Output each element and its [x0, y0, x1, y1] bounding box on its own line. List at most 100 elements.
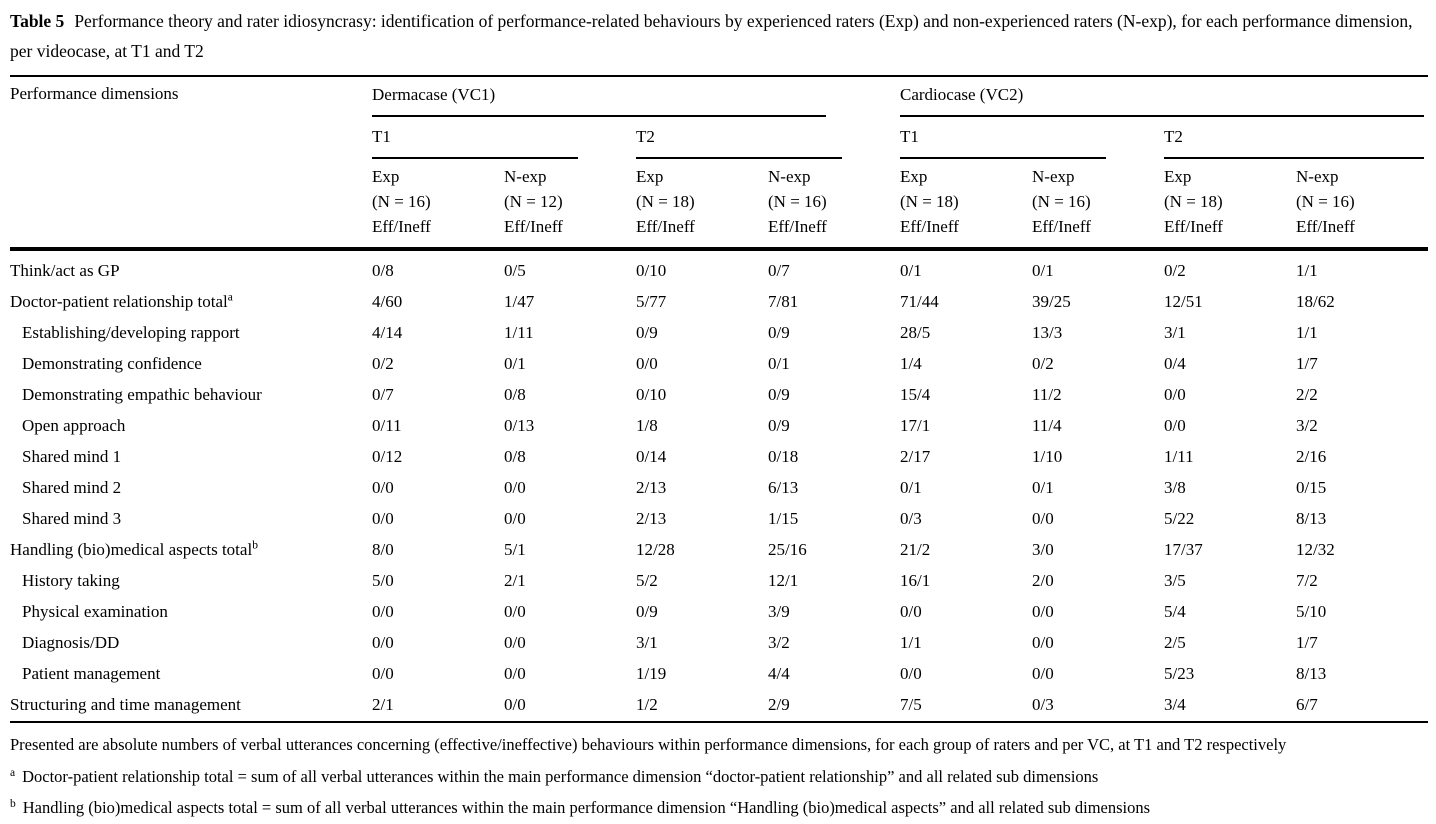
- table-general-note: Presented are absolute numbers of verbal…: [10, 735, 1287, 754]
- table-caption-label: Table 5: [10, 11, 65, 31]
- row-label: Shared mind 3: [22, 509, 122, 528]
- data-cell: 18/62: [1296, 292, 1335, 311]
- measure-label: Eff/Ineff: [636, 217, 695, 236]
- data-cell: 1/7: [1296, 633, 1318, 652]
- data-cell: 8/13: [1296, 664, 1327, 683]
- group-header-cardiocase: Cardiocase (VC2): [900, 76, 1428, 117]
- rater-group-label: Exp: [1164, 167, 1192, 186]
- data-cell: 2/13: [636, 478, 667, 497]
- data-cell: 0/10: [636, 385, 667, 404]
- data-cell: 1/7: [1296, 354, 1318, 373]
- footnote-a-marker: a: [10, 766, 16, 779]
- data-cell: 0/0: [504, 633, 526, 652]
- table-row: Shared mind 3 0/0 0/0 2/13 1/15 0/3 0/0 5/22 8/…: [10, 504, 1428, 535]
- footnote-marker: a: [227, 291, 233, 304]
- data-cell: 7/5: [900, 695, 922, 714]
- data-cell: 1/11: [504, 323, 534, 342]
- table-row: Demonstrating empathic behaviour 0/7 0/8 0…: [10, 380, 1428, 411]
- data-cell: 0/14: [636, 447, 667, 466]
- data-cell: 0/8: [372, 261, 394, 280]
- period-header-cardio-t2: T2: [1164, 117, 1428, 159]
- data-cell: 25/16: [768, 540, 807, 559]
- data-cell: 5/10: [1296, 602, 1327, 621]
- data-cell: 39/25: [1032, 292, 1071, 311]
- measure-label: Eff/Ineff: [1164, 217, 1223, 236]
- period-header-cardio-t1: T1: [900, 117, 1164, 159]
- subcolumn-header: N-exp (N = 12) Eff/Ineff: [504, 159, 636, 251]
- data-cell: 5/2: [636, 571, 658, 590]
- footnote-marker: b: [252, 539, 258, 552]
- table-row: Open approach 0/11 0/13 1/8 0/9 17/1 11/4 0/0 3…: [10, 411, 1428, 442]
- data-cell: 8/0: [372, 540, 394, 559]
- data-cell: 12/28: [636, 540, 675, 559]
- data-cell: 2/9: [768, 695, 790, 714]
- data-cell: 5/0: [372, 571, 394, 590]
- data-cell: 0/10: [636, 261, 667, 280]
- data-cell: 0/3: [900, 509, 922, 528]
- data-cell: 11/4: [1032, 416, 1062, 435]
- table-caption-text: Performance theory and rater idiosyncras…: [10, 11, 1413, 61]
- data-cell: 12/32: [1296, 540, 1335, 559]
- data-cell: 3/1: [1164, 323, 1186, 342]
- subcolumn-header: Exp (N = 18) Eff/Ineff: [636, 159, 768, 251]
- data-cell: 0/3: [1032, 695, 1054, 714]
- data-cell: 0/2: [372, 354, 394, 373]
- data-cell: 2/16: [1296, 447, 1327, 466]
- data-cell: 11/2: [1032, 385, 1062, 404]
- data-cell: 0/0: [1164, 416, 1186, 435]
- footnote-b: b Handling (bio)medical aspects total = s…: [10, 796, 1428, 820]
- header-row-subcolumns: Exp (N = 16) Eff/Ineff N-exp (N = 12) Eff/In…: [10, 159, 1429, 251]
- measure-label: Eff/Ineff: [1296, 217, 1355, 236]
- table-row: Diagnosis/DD 0/0 0/0 3/1 3/2 1/1 0/0 2/5 1/7: [10, 628, 1428, 659]
- data-cell: 16/1: [900, 571, 931, 590]
- data-cell: 0/4: [1164, 354, 1186, 373]
- measure-label: Eff/Ineff: [900, 217, 959, 236]
- data-cell: 0/1: [768, 354, 790, 373]
- data-cell: 3/8: [1164, 478, 1186, 497]
- sample-size-label: (N = 18): [1164, 192, 1223, 211]
- measure-label: Eff/Ineff: [504, 217, 563, 236]
- data-cell: 0/1: [900, 478, 922, 497]
- sample-size-label: (N = 16): [1032, 192, 1091, 211]
- footnote-a: a Doctor-patient relationship total = sum…: [10, 765, 1428, 789]
- data-cell: 0/15: [1296, 478, 1327, 497]
- row-label: Open approach: [22, 416, 126, 435]
- row-label: Patient management: [22, 664, 161, 683]
- period-label: T2: [1164, 122, 1425, 159]
- data-cell: 0/9: [636, 323, 658, 342]
- subcolumn-header: N-exp (N = 16) Eff/Ineff: [1032, 159, 1165, 251]
- data-cell: 17/37: [1164, 540, 1203, 559]
- table-row: Establishing/developing rapport 4/14 1/11…: [10, 318, 1428, 349]
- period-label: T1: [900, 122, 1107, 159]
- row-label: Demonstrating confidence: [22, 354, 202, 373]
- data-cell: 0/0: [372, 664, 394, 683]
- data-cell: 0/8: [504, 385, 526, 404]
- row-label: Demonstrating empathic behaviour: [22, 385, 262, 404]
- header-row-groups: Performance dimensions Dermacase (VC1) C…: [10, 76, 1428, 251]
- data-cell: 0/9: [768, 323, 790, 342]
- data-cell: 0/13: [504, 416, 535, 435]
- group-header-dermacase: Dermacase (VC1): [372, 76, 900, 117]
- sample-size-label: (N = 16): [768, 192, 827, 211]
- data-cell: 2/17: [900, 447, 931, 466]
- rater-group-label: Exp: [636, 167, 664, 186]
- data-cell: 2/5: [1164, 633, 1186, 652]
- data-cell: 1/47: [504, 292, 535, 311]
- data-cell: 13/3: [1032, 323, 1063, 342]
- footnote-b-text: Handling (bio)medical aspects total = su…: [22, 798, 1151, 817]
- data-cell: 0/0: [372, 509, 394, 528]
- row-label: Establishing/developing rapport: [22, 323, 240, 342]
- data-cell: 28/5: [900, 323, 931, 342]
- data-cell: 0/0: [372, 633, 394, 652]
- subcolumn-header: Exp (N = 16) Eff/Ineff: [372, 159, 504, 251]
- header-row-periods: T1 T2 T1 T2: [10, 117, 1428, 159]
- data-cell: 5/77: [636, 292, 667, 311]
- data-cell: 1/4: [900, 354, 922, 373]
- table-row: Think/act as GP 0/8 0/5 0/10 0/7 0/1 0/1 0/2 1/…: [10, 249, 1428, 287]
- data-cell: 0/11: [372, 416, 402, 435]
- group-header-dermacase-label: Dermacase (VC1): [372, 83, 827, 117]
- subcolumn-header: Exp (N = 18) Eff/Ineff: [900, 159, 1033, 251]
- rater-group-label: N-exp: [768, 167, 811, 186]
- data-cell: 0/0: [504, 664, 526, 683]
- data-cell: 7/2: [1296, 571, 1318, 590]
